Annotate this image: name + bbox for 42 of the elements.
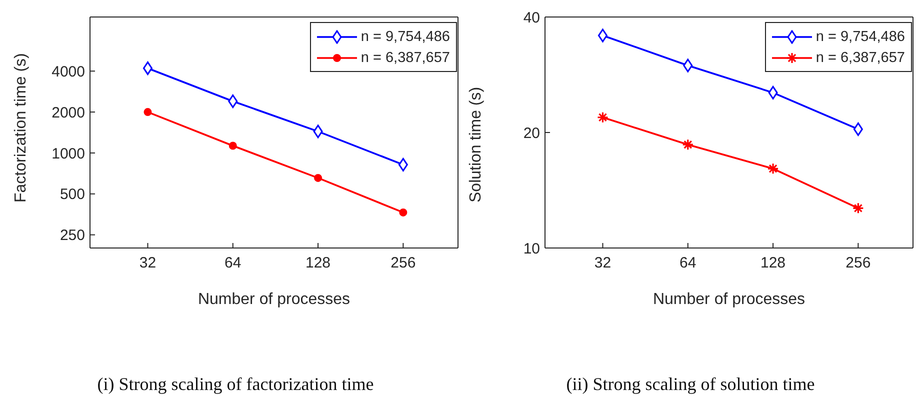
y-tick-label: 40 (523, 9, 540, 26)
y-axis-title: Factorization time (s) (12, 53, 30, 202)
point (767, 162, 779, 174)
x-tick-label: 256 (846, 254, 871, 272)
x-tick-label: 64 (680, 254, 696, 272)
x-axis-title: Number of processes (198, 291, 350, 308)
legend-label: n = 9,754,486 (360, 28, 450, 44)
x-axis-title: Number of processes (652, 291, 806, 308)
point (228, 142, 237, 150)
point (314, 174, 322, 182)
point (768, 86, 778, 100)
point (144, 108, 152, 116)
point (228, 94, 238, 108)
point (399, 208, 408, 216)
point (313, 124, 323, 138)
y-tick-label: 10 (523, 240, 540, 258)
y-tick-label: 20 (523, 124, 540, 142)
x-tick-label: 256 (390, 254, 416, 272)
y-tick-label: 500 (60, 186, 85, 204)
legend-label: n = 9,754,486 (816, 28, 905, 44)
x-tick-label: 128 (306, 254, 331, 272)
point (853, 122, 863, 136)
x-tick-label: 64 (224, 254, 242, 272)
point (852, 202, 864, 214)
y-tick-label: 250 (60, 227, 85, 244)
legend-label: n = 6,387,657 (816, 50, 905, 66)
text: (ii) Strong scaling of solution time (565, 374, 816, 395)
point (682, 138, 694, 150)
point (596, 112, 609, 124)
point (398, 158, 408, 172)
x-tick-label: 32 (594, 254, 612, 272)
y-tick-label: 1000 (52, 145, 85, 162)
point (142, 61, 152, 75)
y-axis-title: Solution time (s) (468, 86, 485, 202)
x-tick-label: 128 (760, 254, 786, 272)
text: (i) Strong scaling of factorization time (96, 374, 375, 395)
point (683, 58, 693, 72)
point (598, 28, 608, 42)
y-tick-label: 4000 (52, 63, 85, 80)
legend-label: n = 6,387,657 (360, 50, 450, 66)
x-tick-label: 32 (139, 254, 156, 272)
y-tick-label: 2000 (52, 104, 85, 122)
